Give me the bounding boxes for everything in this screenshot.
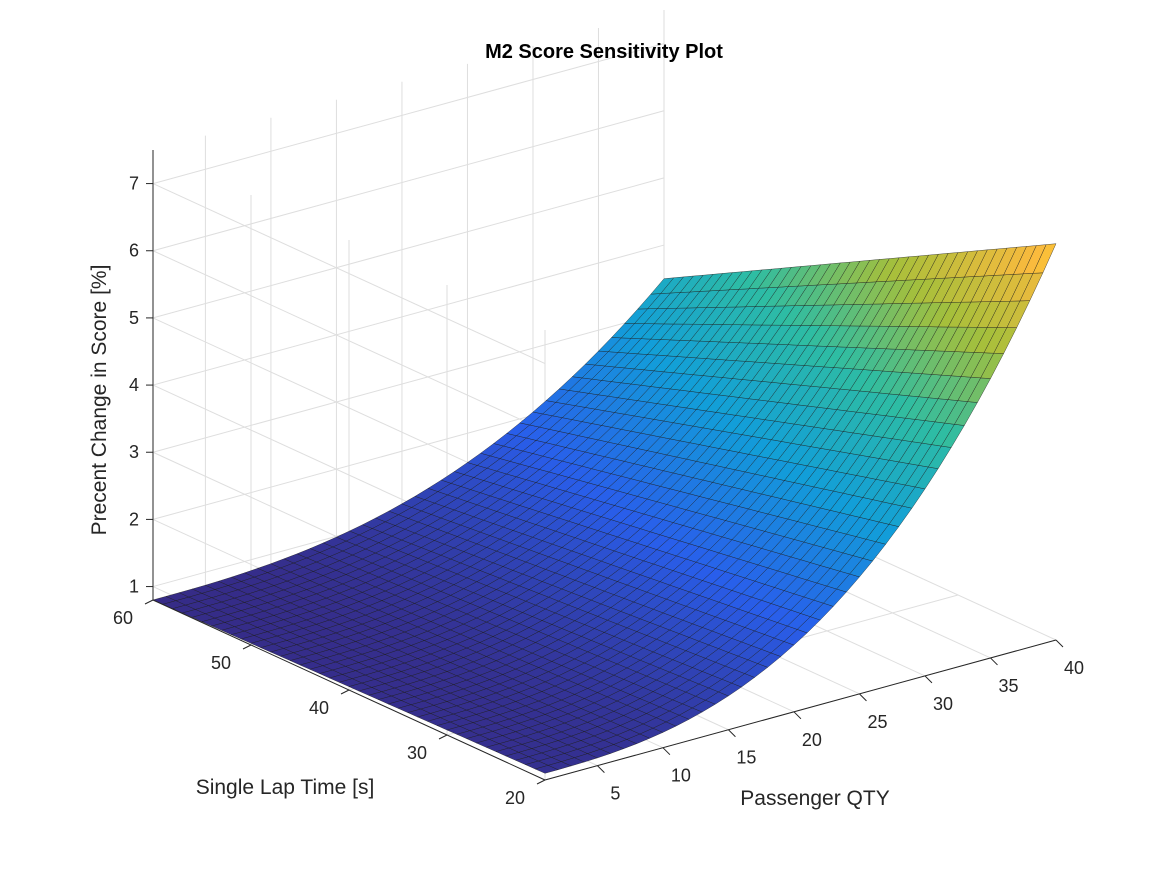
chart-title: M2 Score Sensitivity Plot xyxy=(485,41,723,63)
y-tick-label: 60 xyxy=(113,608,133,628)
x-tick-label: 40 xyxy=(1064,658,1084,678)
x-tick-label: 5 xyxy=(610,784,620,804)
grid-line xyxy=(152,311,665,453)
surface-mesh xyxy=(152,243,1057,774)
x-tick-mark xyxy=(793,711,802,720)
axes-lines xyxy=(144,150,1064,785)
y-tick-label: 40 xyxy=(309,698,329,718)
x-tick-label: 30 xyxy=(933,694,953,714)
surface-cell xyxy=(1032,243,1057,274)
z-tick-label: 7 xyxy=(129,174,139,194)
y-tick-label: 30 xyxy=(407,743,427,763)
x-axis-line xyxy=(544,639,1057,781)
x-tick-label: 20 xyxy=(802,730,822,750)
grid-line xyxy=(152,110,665,252)
x-tick-mark xyxy=(990,657,998,666)
z-tick-label: 2 xyxy=(129,509,139,529)
y-tick-mark xyxy=(438,734,448,740)
grid-line xyxy=(152,177,665,319)
x-tick-mark xyxy=(859,693,867,702)
x-tick-label: 10 xyxy=(671,766,691,786)
grid-line xyxy=(152,43,665,185)
tick-labels: 5 10 15 20 25 30 35 40 20 30 40 50 60 1 2 3 4 5 6 7 xyxy=(113,174,1084,808)
y-tick-mark xyxy=(242,644,252,650)
x-tick-mark xyxy=(1055,639,1064,648)
y-tick-mark xyxy=(144,599,154,605)
y-tick-mark xyxy=(536,779,546,785)
x-tick-mark xyxy=(597,765,605,773)
x-tick-mark xyxy=(662,747,671,756)
x-tick-mark xyxy=(924,675,933,684)
y-axis-label: Single Lap Time [s] xyxy=(196,776,375,799)
z-tick-label: 5 xyxy=(129,308,139,328)
x-tick-label: 25 xyxy=(867,712,887,732)
x-tick-mark xyxy=(728,729,736,738)
grid-line xyxy=(152,244,665,386)
y-tick-label: 50 xyxy=(211,653,231,673)
x-tick-label: 35 xyxy=(998,676,1018,696)
z-tick-label: 6 xyxy=(129,241,139,261)
z-axis-label: Precent Change in Score [%] xyxy=(88,265,111,536)
y-tick-mark xyxy=(340,689,350,695)
x-axis-label: Passenger QTY xyxy=(740,787,889,810)
z-tick-label: 3 xyxy=(129,442,139,462)
z-tick-label: 4 xyxy=(129,375,139,395)
x-tick-label: 15 xyxy=(736,748,756,768)
y-tick-label: 20 xyxy=(505,788,525,808)
z-tick-label: 1 xyxy=(129,577,139,597)
